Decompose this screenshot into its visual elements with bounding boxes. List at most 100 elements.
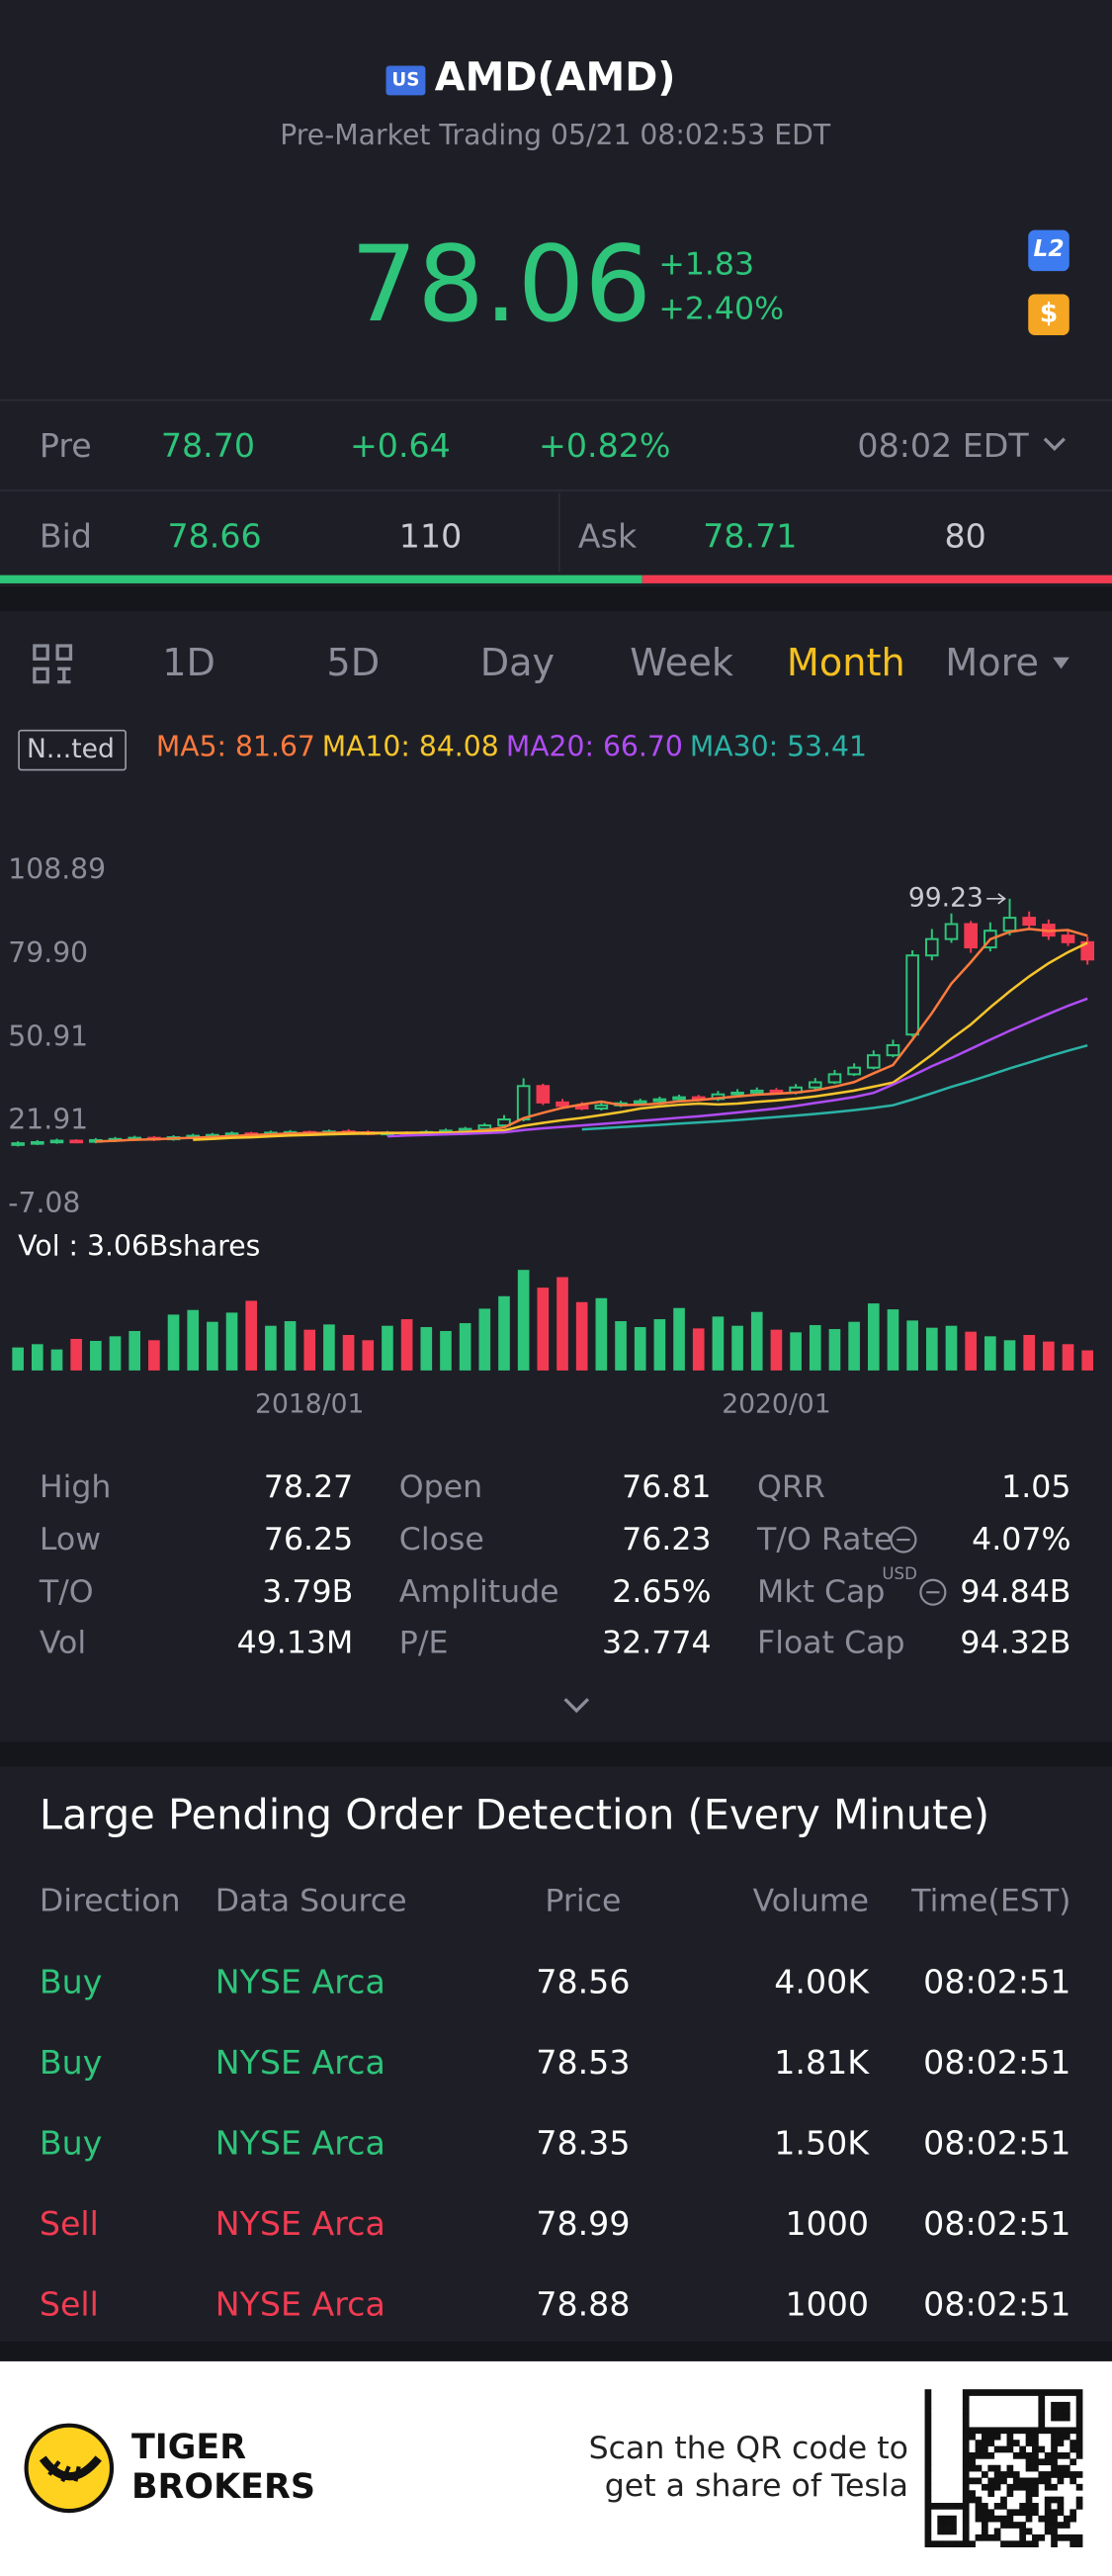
qr-module xyxy=(1038,2515,1046,2523)
qr-module xyxy=(987,2464,995,2472)
qr-module xyxy=(1032,2433,1039,2441)
qr-module xyxy=(1000,2471,1007,2478)
bid-size: 110 xyxy=(398,515,463,556)
volume-bar xyxy=(303,1329,316,1371)
dropdown-chevron[interactable] xyxy=(1043,437,1066,452)
qr-module xyxy=(943,2515,951,2523)
stat-label: T/O xyxy=(39,1573,94,1610)
period-tab[interactable]: 5D xyxy=(326,642,381,685)
qr-module xyxy=(975,2389,983,2396)
ask-bar xyxy=(642,575,1112,583)
pre-time[interactable]: 08:02 EDT xyxy=(857,425,1029,466)
qr-module xyxy=(987,2483,995,2491)
l2-label[interactable]: L2 xyxy=(1033,235,1065,263)
bid-label: Bid xyxy=(39,515,93,556)
qr-module xyxy=(924,2440,932,2446)
info-icon[interactable] xyxy=(919,1578,947,1606)
adjust-mode[interactable]: N...ted xyxy=(27,732,115,764)
pre-label: Pre xyxy=(39,425,92,466)
period-tab[interactable]: Day xyxy=(479,642,556,685)
qr-module xyxy=(1019,2389,1026,2396)
volume-bar xyxy=(575,1301,588,1371)
qr-module xyxy=(924,2503,932,2510)
expand-chevron[interactable] xyxy=(563,1698,590,1714)
qr-module xyxy=(1063,2451,1070,2459)
qr-module xyxy=(1006,2427,1014,2435)
candle-body xyxy=(556,1101,569,1108)
more-caret[interactable] xyxy=(1053,657,1069,669)
qr-module xyxy=(981,2445,988,2453)
qr-module xyxy=(924,2490,932,2497)
period-tab[interactable]: 1D xyxy=(162,642,215,685)
qr-module xyxy=(924,2408,932,2416)
qr-module xyxy=(1025,2464,1033,2472)
qr-module xyxy=(975,2496,983,2504)
qr-module xyxy=(1025,2503,1033,2510)
qr-module xyxy=(993,2427,1001,2435)
qr-module xyxy=(1006,2445,1014,2453)
qr-module xyxy=(1069,2427,1077,2435)
volume-label: Vol : 3.06Bshares xyxy=(18,1230,261,1265)
qr-module xyxy=(1051,2509,1058,2517)
market-badge xyxy=(385,65,426,96)
qr-module xyxy=(1012,2477,1020,2485)
currency-label[interactable]: $ xyxy=(1039,298,1059,329)
qr-module xyxy=(1075,2414,1083,2422)
period-tab[interactable]: Week xyxy=(630,642,733,685)
qr-module xyxy=(1051,2389,1058,2396)
candle-body xyxy=(925,937,939,957)
candle-body xyxy=(1002,917,1017,933)
qr-module xyxy=(1000,2477,1007,2485)
order-source: NYSE Arca xyxy=(214,1962,385,2001)
volume-bar xyxy=(750,1311,763,1371)
qr-module xyxy=(1063,2533,1070,2541)
qr-module xyxy=(1057,2471,1065,2478)
qr-module xyxy=(975,2533,983,2541)
stat-value: 3.79B xyxy=(262,1573,354,1610)
qr-module xyxy=(1006,2540,1014,2548)
currency-icon[interactable] xyxy=(1028,294,1069,335)
qr-module xyxy=(962,2451,970,2459)
volume-bar xyxy=(440,1331,452,1371)
adjust-button[interactable] xyxy=(18,729,127,771)
info-icon[interactable] xyxy=(890,1526,917,1554)
qr-module xyxy=(924,2458,932,2466)
volume-bar xyxy=(265,1325,277,1371)
qr-module xyxy=(975,2503,983,2510)
qr-module xyxy=(1025,2433,1033,2441)
qr-code[interactable] xyxy=(924,2389,1083,2548)
qr-module xyxy=(924,2483,932,2491)
l2-icon[interactable] xyxy=(1028,229,1069,272)
qr-module xyxy=(987,2427,995,2435)
candle-body xyxy=(1080,940,1095,961)
qr-module xyxy=(924,2395,932,2403)
qr-module xyxy=(1075,2433,1083,2441)
order-source: NYSE Arca xyxy=(214,2122,385,2163)
ma-legend: MA5: 81.67 xyxy=(155,731,315,764)
period-tab[interactable]: More xyxy=(945,642,1040,685)
stat-label: P/E xyxy=(398,1624,449,1661)
qr-module xyxy=(1057,2451,1065,2459)
qr-module xyxy=(1051,2464,1058,2472)
promo-text: get a share of Tesla xyxy=(604,2467,908,2504)
candle-body xyxy=(905,954,919,1036)
qr-module xyxy=(924,2533,932,2541)
period-tab[interactable]: Month xyxy=(786,642,905,685)
stat-value: 78.27 xyxy=(263,1468,354,1505)
volume-bar xyxy=(692,1328,705,1371)
candle-body xyxy=(964,923,978,949)
qr-module xyxy=(962,2445,970,2453)
volume-bar xyxy=(887,1309,899,1371)
qr-module xyxy=(924,2401,932,2409)
qr-module xyxy=(969,2496,976,2504)
qr-module xyxy=(1044,2528,1052,2535)
stat-label: Mkt Cap xyxy=(757,1573,886,1610)
qr-module xyxy=(1038,2458,1046,2466)
grid-icon[interactable] xyxy=(33,644,73,684)
qr-module xyxy=(962,2515,970,2523)
qr-module xyxy=(1069,2533,1077,2541)
order-time: 08:02:51 xyxy=(923,1962,1071,2001)
qr-module xyxy=(993,2483,1001,2491)
ma-line xyxy=(581,1043,1088,1131)
qr-module xyxy=(1019,2522,1026,2529)
